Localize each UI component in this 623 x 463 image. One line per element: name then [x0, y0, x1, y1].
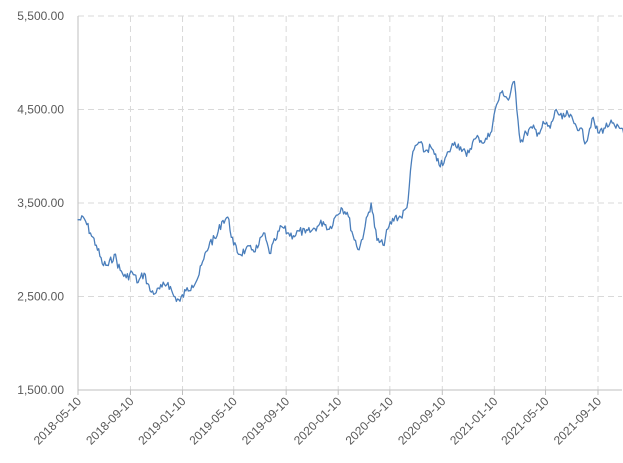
axes: [77, 16, 622, 395]
x-tick-label: 2019-01-10: [135, 394, 189, 448]
y-tick-label: 5,500.00: [17, 9, 64, 23]
grid: [78, 15, 622, 390]
x-tick-label: 2020-05-10: [343, 394, 397, 448]
y-axis-tick-labels: 1,500.00 2,500.00 3,500.00 4,500.00 5,500.00: [17, 9, 64, 397]
x-tick-label: 2021-01-10: [447, 394, 501, 448]
x-tick-label: 2019-05-10: [187, 394, 241, 448]
y-tick-label: 3,500.00: [17, 196, 64, 210]
y-tick-label: 1,500.00: [17, 383, 64, 397]
y-tick-label: 2,500.00: [17, 290, 64, 304]
x-axis-tick-labels: 2018-05-10 2018-09-102019-01-102019-05-10…: [31, 394, 605, 448]
x-tick-label: 2018-09-10: [83, 394, 137, 448]
series-line: [77, 80, 623, 303]
x-tick-label: 2020-09-10: [395, 394, 449, 448]
x-tick-label: 2021-09-10: [551, 394, 605, 448]
series: [77, 80, 623, 303]
y-tick-label: 4,500.00: [17, 103, 64, 117]
x-tick-label: 2018-05-10: [31, 394, 85, 448]
x-tick-label: 2021-05-10: [498, 394, 552, 448]
x-tick-label: 2020-01-10: [291, 394, 345, 448]
x-tick-label: 2019-09-10: [239, 394, 293, 448]
